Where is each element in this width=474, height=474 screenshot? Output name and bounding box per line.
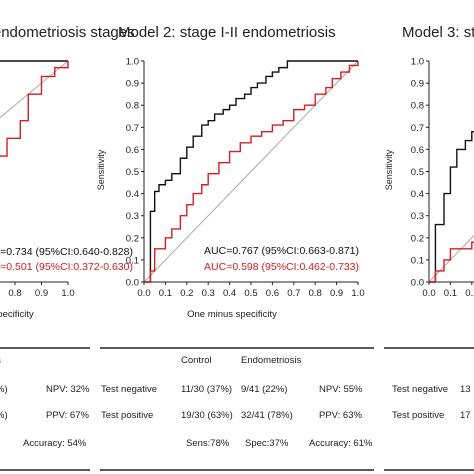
x-tick-label: 1.0 bbox=[351, 288, 364, 299]
model1-roc-plot: 0.00.00.10.10.20.20.30.30.40.40.50.50.60… bbox=[0, 60, 75, 299]
table2-cell: PPV: 63% bbox=[319, 410, 363, 421]
x-tick-label: 0.0 bbox=[422, 288, 435, 299]
roc-curve-red bbox=[429, 241, 474, 283]
x-tick-label: 0.9 bbox=[35, 288, 48, 299]
y-tick-label: 0.4 bbox=[411, 189, 424, 200]
table3-cell: 17 bbox=[460, 410, 471, 421]
table3-row-label: Test positive bbox=[392, 410, 444, 421]
table2-row-label: Test negative bbox=[101, 384, 157, 395]
table1-cell: %) bbox=[0, 384, 8, 395]
model3-roc-plot: 0.00.00.10.10.20.20.30.30.40.40.50.50.60… bbox=[411, 57, 474, 299]
table3-cell: 13 bbox=[460, 384, 471, 395]
x-tick-label: 0.7 bbox=[287, 288, 300, 299]
x-tick-label: 0.5 bbox=[244, 288, 257, 299]
reference-diagonal bbox=[143, 60, 359, 283]
y-tick-label: 0.0 bbox=[411, 278, 424, 289]
x-tick-label: 0.1 bbox=[444, 288, 457, 299]
y-tick-label: 0.5 bbox=[126, 167, 139, 178]
x-tick-label: 0.4 bbox=[223, 288, 236, 299]
table3-row-label: Test negative bbox=[392, 384, 448, 395]
y-tick-label: 0.7 bbox=[126, 123, 139, 134]
table2-cell: Accuracy: 61% bbox=[309, 438, 373, 449]
y-tick-label: 0.8 bbox=[411, 101, 424, 112]
y-tick-label: 0.0 bbox=[126, 278, 139, 289]
table1-cell: PPV: 67% bbox=[46, 410, 90, 421]
model1-title: Model 1: all endometriosis stages bbox=[0, 24, 135, 41]
y-tick-label: 0.3 bbox=[411, 211, 424, 222]
y-tick-label: 0.5 bbox=[411, 167, 424, 178]
y-tick-label: 0.1 bbox=[411, 255, 424, 266]
x-tick-label: 0.8 bbox=[8, 288, 21, 299]
model2-title: Model 2: stage I-II endometriosis bbox=[118, 24, 336, 41]
y-tick-label: 0.9 bbox=[411, 79, 424, 90]
y-tick-label: 0.6 bbox=[126, 145, 139, 156]
y-tick-label: 0.2 bbox=[411, 233, 424, 244]
reference-diagonal bbox=[428, 234, 474, 283]
model2-auc-black: AUC=0.767 (95%CI:0.663-0.871) bbox=[204, 245, 359, 257]
table2-cell: Spec:37% bbox=[245, 438, 289, 449]
model2-auc-red: AUC=0.598 (95%CI:0.462-0.733) bbox=[204, 261, 359, 273]
y-tick-label: 0.3 bbox=[126, 211, 139, 222]
x-tick-label: 0.3 bbox=[202, 288, 215, 299]
x-tick-label: 0.8 bbox=[309, 288, 322, 299]
x-tick-label: 0.0 bbox=[137, 288, 150, 299]
x-tick-label: 0.1 bbox=[159, 288, 172, 299]
table2-header-control: Control bbox=[181, 355, 212, 366]
model2-xlabel: One minus specificity bbox=[187, 309, 277, 320]
table1-cell: NPV: 32% bbox=[46, 384, 90, 395]
y-tick-label: 1.0 bbox=[411, 57, 424, 68]
roc-curve-black bbox=[144, 60, 358, 283]
model1-auc-black: AUC=0.734 (95%CI:0.640-0.828) bbox=[0, 246, 133, 258]
table2-cell: Sens:78% bbox=[186, 438, 230, 449]
y-tick-label: 0.7 bbox=[411, 123, 424, 134]
y-tick-label: 0.1 bbox=[126, 255, 139, 266]
table1-cell: Accuracy: 54% bbox=[23, 438, 87, 449]
table1-cell: %) bbox=[0, 410, 8, 421]
model2-ylabel: Sensitivity bbox=[96, 149, 106, 190]
roc-curve-red bbox=[144, 61, 359, 283]
roc-curve-black bbox=[0, 60, 68, 62]
model3-ylabel: Sensitivity bbox=[384, 149, 394, 190]
y-tick-label: 1.0 bbox=[126, 57, 139, 68]
table2-cell: 19/30 (63%) bbox=[181, 410, 233, 421]
table2-cell: NPV: 55% bbox=[319, 384, 363, 395]
model2-roc-plot: 0.00.0 0.1 0.1 0.2 0.2 0.3 0.3 0.4 0.4 0.5 0.5 0.6 0… bbox=[126, 57, 365, 300]
table1-header-fragment: is bbox=[0, 355, 1, 366]
x-tick-label: 0.6 bbox=[266, 288, 279, 299]
y-tick-label: 0.8 bbox=[126, 101, 139, 112]
table2-cell: 9/41 (22%) bbox=[241, 384, 287, 395]
y-tick-label: 0.2 bbox=[126, 233, 139, 244]
x-tick-label: 0.2 bbox=[465, 288, 474, 299]
table2-cell: 32/41 (78%) bbox=[241, 410, 293, 421]
table2-header-endometriosis: Endometriosis bbox=[241, 355, 301, 366]
y-tick-label: 0.9 bbox=[126, 79, 139, 90]
x-tick-label: 0.9 bbox=[330, 288, 343, 299]
y-tick-label: 0.4 bbox=[126, 189, 139, 200]
table2-cell: 11/30 (37%) bbox=[181, 384, 232, 395]
model1-auc-red: AUC=0.501 (95%CI:0.372-0.630) bbox=[0, 261, 133, 273]
roc-curve-black bbox=[429, 131, 474, 283]
model3-title: Model 3: stage III-IV endometriosis bbox=[402, 24, 474, 41]
y-tick-label: 0.6 bbox=[411, 145, 424, 156]
table2-row-label: Test positive bbox=[101, 410, 153, 421]
x-tick-label: 1.0 bbox=[61, 288, 74, 299]
x-tick-label: 0.2 bbox=[180, 288, 193, 299]
roc-curve-red bbox=[0, 61, 69, 157]
reference-diagonal bbox=[0, 60, 69, 119]
model1-xlabel: One minus specificity bbox=[0, 309, 34, 320]
